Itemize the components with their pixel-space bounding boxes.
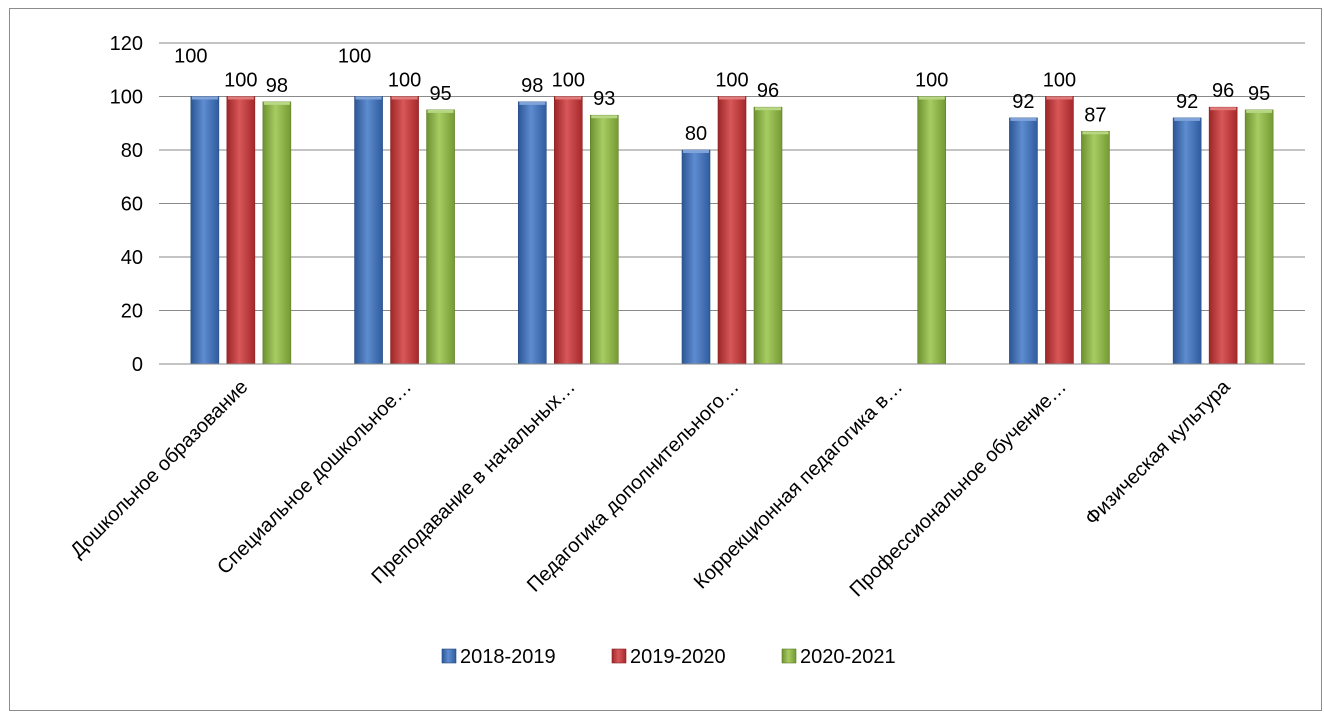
bar-2018-2019-3 bbox=[517, 101, 547, 365]
bar-2018-2019-4 bbox=[681, 149, 711, 365]
data-label: 100 bbox=[552, 70, 585, 92]
bar-2019-2020-1 bbox=[226, 96, 256, 365]
bar-top-highlight bbox=[391, 96, 418, 100]
data-label: 92 bbox=[1012, 91, 1034, 113]
data-label: 93 bbox=[593, 88, 615, 110]
bar-top-highlight bbox=[1010, 117, 1037, 121]
data-label: 87 bbox=[1084, 104, 1106, 126]
bar-top-highlight bbox=[1046, 96, 1073, 100]
legend-swatch-2018-2019 bbox=[441, 648, 457, 664]
legend-label: 2020-2021 bbox=[800, 646, 896, 668]
x-tick-label: Специальное дошкольное… bbox=[213, 376, 416, 579]
bar-top-highlight bbox=[427, 109, 454, 113]
data-label: 100 bbox=[715, 70, 748, 92]
data-label: 98 bbox=[521, 75, 543, 97]
legend-swatch-2020-2021 bbox=[781, 648, 797, 664]
bar-2019-2020-2 bbox=[390, 96, 419, 365]
data-label: 100 bbox=[1043, 70, 1076, 92]
y-tick-label: 100 bbox=[110, 87, 143, 109]
bar-2018-2019-7 bbox=[1172, 117, 1202, 365]
bar-chart: 0 20 40 60 80 100 120 100 100 98 100 100 95 98 100 93 8… bbox=[66, 33, 1305, 668]
bar-2019-2020-4 bbox=[717, 96, 747, 365]
data-label: 95 bbox=[429, 83, 451, 105]
y-tick-label: 40 bbox=[121, 247, 143, 269]
bar-2020-2021-3 bbox=[589, 114, 619, 365]
y-axis-ticks: 0 20 40 60 80 100 120 bbox=[110, 33, 143, 376]
y-tick-label: 60 bbox=[121, 194, 143, 216]
bar-top-highlight bbox=[191, 96, 218, 100]
bar-top-highlight bbox=[263, 101, 290, 105]
bar-top-highlight bbox=[355, 96, 382, 100]
legend-label: 2019-2020 bbox=[630, 646, 726, 668]
bar-2020-2021-4 bbox=[753, 106, 783, 365]
y-tick-label: 80 bbox=[121, 140, 143, 162]
legend-label: 2018-2019 bbox=[460, 646, 556, 668]
chart-frame: 0 20 40 60 80 100 120 100 100 98 100 100 95 98 100 93 8… bbox=[9, 8, 1322, 711]
bars bbox=[190, 96, 1274, 365]
bar-2020-2021-5 bbox=[917, 96, 947, 365]
bar-top-highlight bbox=[683, 150, 709, 153]
bar-2020-2021-1 bbox=[262, 101, 292, 365]
bar-2019-2020-3 bbox=[553, 96, 583, 365]
bar-top-highlight bbox=[591, 115, 618, 119]
bar-2020-2021-7 bbox=[1244, 109, 1274, 365]
data-label: 98 bbox=[266, 75, 288, 97]
data-label: 96 bbox=[1212, 80, 1234, 102]
bar-top-highlight bbox=[519, 101, 546, 105]
bar-top-highlight bbox=[719, 96, 745, 100]
data-label: 100 bbox=[338, 46, 371, 68]
data-label: 96 bbox=[757, 80, 779, 102]
y-tick-label: 20 bbox=[121, 301, 143, 323]
bar-top-highlight bbox=[555, 96, 582, 100]
x-tick-label: Физическая культура bbox=[1081, 375, 1235, 529]
data-label: 80 bbox=[685, 123, 707, 145]
legend-swatch-2019-2020 bbox=[611, 648, 627, 664]
data-label: 100 bbox=[224, 70, 257, 92]
data-labels: 100 100 98 100 100 95 98 100 93 80 100 96 100 92 100 87… bbox=[174, 46, 1270, 146]
bar-2018-2019-2 bbox=[354, 96, 383, 365]
bar-2020-2021-2 bbox=[426, 109, 455, 365]
bar-top-highlight bbox=[1174, 117, 1201, 121]
bar-2018-2019-1 bbox=[190, 96, 220, 365]
bar-2019-2020-7 bbox=[1208, 106, 1238, 365]
bar-top-highlight bbox=[1082, 131, 1109, 135]
data-label: 95 bbox=[1248, 83, 1270, 105]
data-label: 100 bbox=[174, 46, 207, 68]
x-tick-label: Дошкольное образование bbox=[66, 376, 252, 562]
bar-top-highlight bbox=[918, 96, 945, 100]
y-tick-label: 0 bbox=[132, 354, 143, 376]
bar-2019-2020-6 bbox=[1045, 96, 1074, 365]
data-label: 92 bbox=[1176, 91, 1198, 113]
data-label: 100 bbox=[915, 70, 948, 92]
data-label: 100 bbox=[388, 70, 421, 92]
bar-2020-2021-6 bbox=[1081, 130, 1110, 365]
bar-top-highlight bbox=[227, 96, 254, 100]
y-tick-label: 120 bbox=[110, 33, 143, 55]
bar-top-highlight bbox=[755, 107, 781, 111]
legend: 2018-2019 2019-2020 2020-2021 bbox=[441, 646, 896, 668]
bar-top-highlight bbox=[1210, 107, 1237, 111]
bar-2018-2019-6 bbox=[1009, 117, 1038, 365]
bar-top-highlight bbox=[1246, 109, 1273, 113]
